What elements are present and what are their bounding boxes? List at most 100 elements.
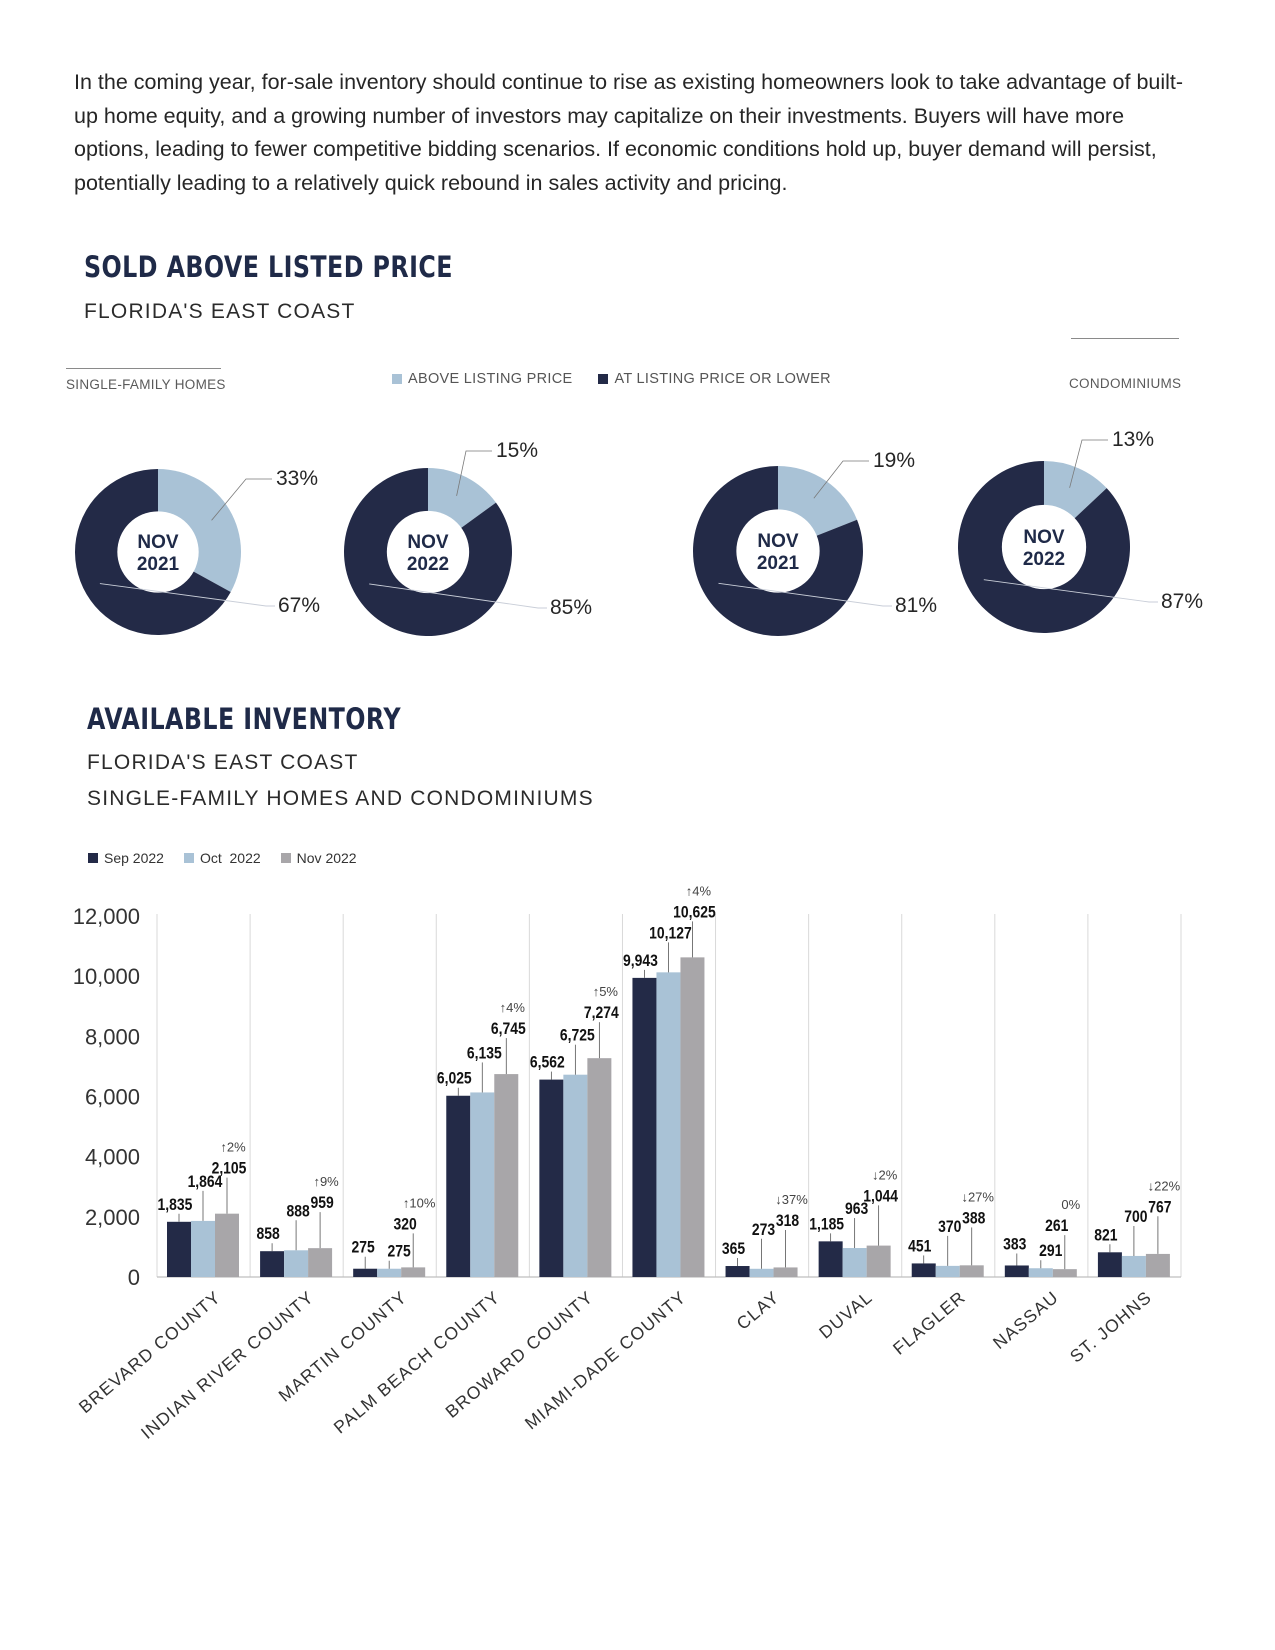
bar-3-series-0: [446, 1095, 471, 1277]
bar-1-value-label-2: 959: [310, 1194, 334, 1213]
donut-condo-0-below-label: 81%: [895, 594, 937, 617]
bar-9-series-0: [1004, 1265, 1029, 1277]
donut-condo-1-center-line1: NOV: [1023, 527, 1065, 548]
bar-7-series-0: [818, 1241, 843, 1277]
category-label-10: ST. JOHNS: [1066, 1287, 1156, 1367]
bar-5-series-2: [680, 957, 705, 1277]
bar-6-series-2: [773, 1267, 798, 1277]
bar-6-change-label: ↓37%: [775, 1192, 808, 1207]
inventory-subtitle-1: FLORIDA'S EAST COAST: [87, 751, 359, 774]
bar-2-change-label: ↑10%: [403, 1195, 436, 1210]
donut-sfh-1-center-line2: 2022: [407, 554, 449, 575]
donut-sfh-1-below-label: 85%: [550, 596, 592, 619]
y-tick-label: 10,000: [73, 964, 140, 989]
donut-condo-1-hole: [1001, 504, 1087, 590]
donut-sfh-0-hole: [117, 511, 199, 593]
donut-condo-0-hole: [736, 509, 820, 593]
bar-4-value-label-2: 7,274: [584, 1004, 619, 1023]
donut-sfh-1-below-leader: [369, 583, 547, 609]
bar-8-change-label: ↓27%: [961, 1189, 994, 1204]
sold-section-subtitle: FLORIDA'S EAST COAST: [84, 300, 356, 323]
donut-condo-1-center-line2: 2022: [1023, 549, 1065, 570]
bar-9-change-label: 0%: [1061, 1197, 1080, 1212]
bar-5-value-label-2: 10,625: [673, 903, 716, 922]
bar-9-series-2: [1052, 1269, 1077, 1277]
bar-10-series-1: [1121, 1255, 1146, 1277]
bar-1-change-label: ↑9%: [313, 1174, 339, 1189]
bar-6-value-label-0: 365: [722, 1240, 746, 1259]
legend-sep-label: Sep 2022: [104, 850, 164, 866]
bar-10-series-0: [1097, 1252, 1122, 1277]
bar-4-series-2: [587, 1058, 612, 1277]
bar-7-change-label: ↓2%: [872, 1167, 898, 1182]
donut-condo-0-above-label: 19%: [873, 449, 915, 472]
bar-8-value-label-1: 370: [938, 1218, 961, 1237]
legend-below-label: AT LISTING PRICE OR LOWER: [614, 371, 831, 387]
bar-9-series-1: [1028, 1268, 1053, 1277]
bar-4-series-0: [539, 1079, 564, 1277]
donut-condo-1-above-leader: [1069, 439, 1108, 488]
legend-nov-swatch: [280, 853, 291, 863]
intro-paragraph: In the coming year, for-sale inventory s…: [74, 70, 1184, 195]
legend-above: ABOVE LISTING PRICE: [392, 371, 572, 387]
bar-9-value-label-2: 261: [1045, 1217, 1069, 1236]
bar-0-value-label-1: 1,864: [188, 1173, 223, 1192]
y-tick-label: 6,000: [85, 1085, 140, 1110]
bar-8-value-label-2: 388: [962, 1209, 986, 1228]
inventory-subtitle-2: SINGLE-FAMILY HOMES AND CONDOMINIUMS: [87, 787, 594, 810]
bar-1-series-0: [260, 1251, 285, 1277]
donut-sfh-0-center-line1: NOV: [137, 532, 179, 553]
condominiums-tag: CONDOMINIUMS: [1069, 376, 1182, 391]
donut-condo-0-center-line1: NOV: [757, 531, 799, 552]
bar-10-value-label-2: 767: [1148, 1198, 1171, 1217]
bar-8-series-1: [935, 1265, 960, 1277]
bar-6-series-0: [725, 1266, 750, 1277]
legend-oct: Oct 2022: [183, 850, 261, 866]
category-label-7: DUVAL: [815, 1287, 876, 1343]
bar-5-series-0: [632, 977, 657, 1277]
donut-condo-1-above-label: 13%: [1112, 428, 1154, 451]
bar-1-value-label-0: 858: [256, 1225, 280, 1244]
donut-sfh-0-below-label: 67%: [278, 594, 320, 617]
bar-7-series-1: [842, 1248, 867, 1277]
category-label-5: MIAMI-DADE COUNTY: [521, 1287, 690, 1434]
legend-sep: Sep 2022: [88, 850, 164, 866]
bar-7-value-label-0: 1,185: [809, 1215, 844, 1234]
inventory-section-title: AVAILABLE INVENTORY: [87, 702, 401, 736]
category-label-1: INDIAN RIVER COUNTY: [137, 1287, 318, 1443]
bar-2-value-label-0: 275: [352, 1239, 376, 1258]
bar-10-value-label-0: 821: [1094, 1226, 1118, 1245]
bar-3-series-1: [470, 1092, 495, 1277]
bar-2-value-label-2: 320: [394, 1215, 417, 1234]
bar-7-value-label-1: 963: [845, 1200, 869, 1219]
bar-0-series-0: [167, 1221, 191, 1277]
inventory-legend: Sep 2022 Oct 2022 Nov 2022: [88, 850, 377, 866]
bar-0-series-1: [191, 1220, 215, 1277]
bar-10-change-label: ↓22%: [1148, 1178, 1181, 1193]
bar-5-value-label-0: 9,943: [623, 952, 658, 971]
bar-2-value-label-1: 275: [388, 1243, 412, 1262]
bar-2-series-0: [353, 1268, 378, 1277]
bar-5-change-label: ↑4%: [686, 883, 712, 898]
legend-sep-swatch: [88, 853, 98, 863]
bar-10-series-2: [1145, 1253, 1170, 1277]
bar-2-series-2: [401, 1267, 426, 1277]
donut-sfh-0-below-leader: [99, 583, 275, 607]
legend-nov: Nov 2022: [280, 850, 357, 866]
bar-4-value-label-1: 6,725: [560, 1026, 595, 1045]
donut-condo-1-below-leader: [983, 579, 1158, 603]
bar-3-series-2: [494, 1074, 519, 1277]
category-label-6: CLAY: [733, 1287, 784, 1334]
bar-4-series-1: [563, 1074, 588, 1277]
bar-10-value-label-1: 700: [1124, 1208, 1147, 1227]
donut-sfh-1-above-label: 15%: [496, 439, 538, 462]
bar-7-value-label-2: 1,044: [863, 1187, 898, 1206]
donut-sfh-1-hole: [386, 510, 470, 594]
donut-sfh-0-above-label: 33%: [276, 467, 318, 490]
bar-8-value-label-0: 451: [908, 1237, 932, 1256]
bar-4-value-label-0: 6,562: [530, 1053, 565, 1072]
bar-4-change-label: ↑5%: [593, 984, 619, 999]
category-label-3: PALM BEACH COUNTY: [330, 1287, 504, 1438]
donut-condo-0-below-leader: [718, 582, 892, 607]
bar-2-series-1: [377, 1268, 402, 1277]
